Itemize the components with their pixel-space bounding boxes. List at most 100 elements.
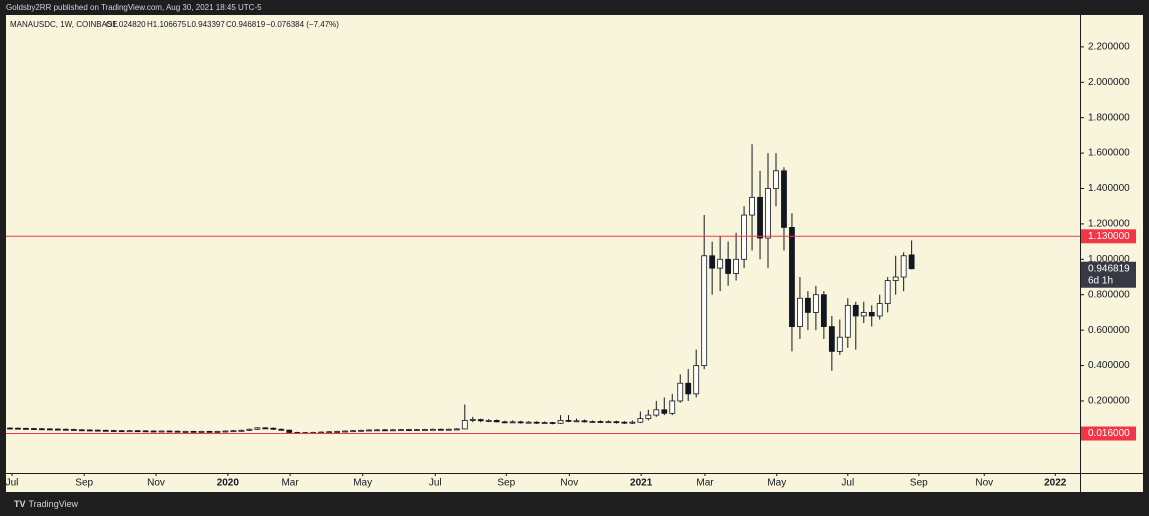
candle-body <box>828 326 835 352</box>
candle-body <box>892 276 899 281</box>
candle-body <box>765 188 771 239</box>
candle-body <box>509 421 516 424</box>
candle-body <box>812 294 819 313</box>
legend-close: C0.946819 <box>226 20 266 29</box>
candle-body <box>382 429 388 432</box>
x-tick-label: Mar <box>281 478 299 489</box>
x-tick-label: Sep <box>75 478 93 489</box>
candle-body <box>158 430 165 433</box>
legend-symbol: MANAUSDC, 1W, COINBASE <box>10 20 118 29</box>
candle-body <box>485 420 492 422</box>
candle-body <box>238 429 245 432</box>
candle-body <box>701 255 708 366</box>
candle-body <box>166 430 173 433</box>
legend-low: L0.943397 <box>187 20 225 29</box>
x-tick-label: 2021 <box>630 478 653 489</box>
candle-body <box>581 420 588 423</box>
candle-body <box>836 336 843 352</box>
time-axis <box>6 474 1080 492</box>
candle-body <box>7 427 13 430</box>
candle-body <box>453 428 460 431</box>
y-tick-label: 2.000000 <box>1088 77 1130 88</box>
candle-body <box>493 420 500 423</box>
candle-body <box>390 429 396 432</box>
candle-body <box>366 429 372 432</box>
candle-body <box>669 400 676 414</box>
candle-body <box>725 258 732 274</box>
x-tick-label: Nov <box>147 478 165 489</box>
candle-body <box>653 409 660 416</box>
candle-body <box>613 421 620 424</box>
x-tick-label: Jul <box>6 478 19 489</box>
legend-open: O1.024820 <box>106 20 146 29</box>
candle-body <box>565 420 572 422</box>
candle-body <box>469 419 476 421</box>
candle-body <box>773 170 779 189</box>
axis-corner <box>1081 474 1143 492</box>
candle-body <box>398 429 404 432</box>
y-tick-label: 1.600000 <box>1088 148 1130 159</box>
candle-body <box>350 430 356 433</box>
x-tick-label: 2022 <box>1044 478 1067 489</box>
candle-body <box>23 427 29 430</box>
candle-body <box>860 312 867 317</box>
candle-body <box>286 429 293 433</box>
x-tick-label: May <box>767 478 786 489</box>
candle-body <box>645 414 652 420</box>
candle-body <box>629 421 636 424</box>
x-tick-label: Nov <box>975 478 993 489</box>
candle-body <box>757 196 763 239</box>
candle-body <box>717 258 724 269</box>
candle-body <box>533 421 540 424</box>
candle-body <box>541 422 548 424</box>
candle-body <box>868 312 875 317</box>
x-tick-label: Jul <box>429 478 442 489</box>
candle-body <box>94 429 101 432</box>
candle-body <box>693 365 700 395</box>
x-tick-label: May <box>353 478 372 489</box>
brand-name: TradingView <box>29 499 79 509</box>
candle-body <box>876 303 883 317</box>
candle-body <box>805 297 811 313</box>
candle-body <box>477 419 484 422</box>
candle-body <box>501 421 508 424</box>
candle-body <box>150 430 157 433</box>
candle-body <box>597 421 604 423</box>
last-price-label: 0.946819 <box>1088 263 1130 274</box>
candle-body <box>142 430 149 433</box>
candle-body <box>230 430 237 433</box>
y-tick-label: 1.400000 <box>1088 183 1130 194</box>
candle-body <box>677 382 684 402</box>
candle-body <box>685 382 692 395</box>
candle-body <box>174 430 181 433</box>
candle-body <box>318 431 325 434</box>
candle-body <box>182 430 189 433</box>
candle-body <box>429 428 436 431</box>
x-tick-label: Sep <box>497 478 515 489</box>
price-axis <box>1081 15 1143 473</box>
candle-body <box>733 258 739 274</box>
candle-body <box>908 254 915 270</box>
candle-body <box>374 429 380 432</box>
candle-body <box>62 428 69 431</box>
x-tick-label: Sep <box>910 478 928 489</box>
candle-body <box>190 430 197 433</box>
candle-body <box>39 428 45 431</box>
candle-body <box>525 421 532 424</box>
x-tick-label: 2020 <box>217 478 240 489</box>
candle-body <box>78 429 85 432</box>
candle-body <box>222 430 229 433</box>
candle-body <box>844 304 851 338</box>
candle-body <box>134 430 141 433</box>
candle-body <box>781 170 787 228</box>
candle-body <box>461 420 468 430</box>
x-tick-label: Jul <box>841 478 854 489</box>
y-tick-label: 0.400000 <box>1088 360 1130 371</box>
price-line-label-box <box>1081 229 1136 244</box>
candle-body <box>54 428 61 431</box>
candle-body <box>621 421 628 424</box>
candle-body <box>789 227 795 327</box>
candle-body <box>270 427 277 430</box>
